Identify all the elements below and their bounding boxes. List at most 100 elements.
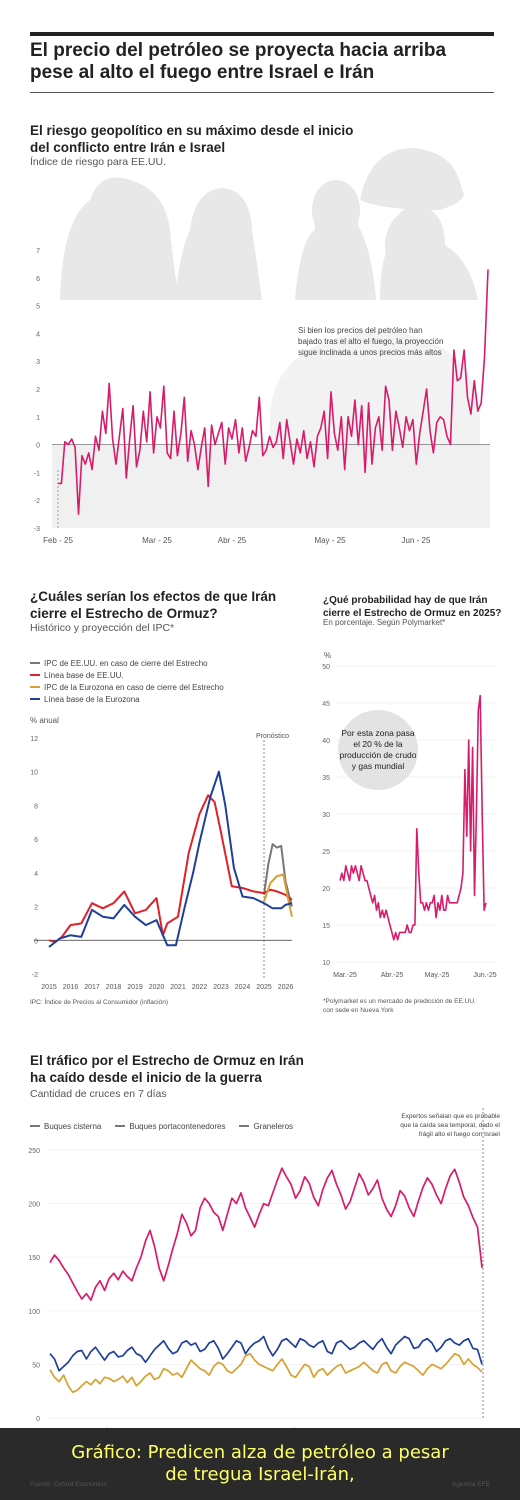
ipc-legend-label-2: Línea base de EE.UU. xyxy=(44,670,124,680)
riesgo-xtick-0: Feb - 25 xyxy=(43,536,73,545)
polymarket-ytick-3: 35 xyxy=(322,775,330,782)
ipc-xtick-11: 2026 xyxy=(278,984,294,991)
main-title-line-1: El precio del petróleo se proyecta hacia… xyxy=(30,40,447,61)
ipc-xtick-4: 2019 xyxy=(127,984,143,991)
ipc-legend-item-3: IPC de la Eurozona en caso de cierre del… xyxy=(30,681,224,693)
trafico-legend-swatch-2 xyxy=(115,1125,126,1127)
leaders-portrait-illustration xyxy=(60,148,480,450)
trafico-ytick-2: 150 xyxy=(28,1255,40,1262)
ipc-ytick-5: 2 xyxy=(34,905,38,912)
ipc-series-3-line xyxy=(48,770,293,948)
riesgo-series-line xyxy=(58,269,489,515)
trafico-note: Expertos señalan que es probable que la … xyxy=(360,1112,500,1139)
polymarket-footnote-line-1: *Polymarket es un mercado de predicción … xyxy=(323,998,476,1005)
polymarket-ytick-6: 20 xyxy=(322,886,330,893)
trafico-note-line-3: frágil alto el fuego con Israel xyxy=(418,1131,500,1138)
ipc-ytick-2: 8 xyxy=(34,803,38,810)
polymarket-ytick-4: 30 xyxy=(322,812,330,819)
ipc-ylabel: % anual xyxy=(30,716,59,725)
ipc-series-2-line xyxy=(263,873,293,917)
ipc-ytick-4: 4 xyxy=(34,871,38,878)
ipc-footnote: IPC: Índice de Precios al Consumidor (in… xyxy=(30,999,169,1006)
polymarket-bubble: Por esta zona pasa el 20 % de la producc… xyxy=(338,710,418,790)
polymarket-ytick-1: 45 xyxy=(322,701,330,708)
riesgo-ytick-0: 7 xyxy=(36,248,40,255)
riesgo-xtick-1: Mar - 25 xyxy=(142,536,172,545)
riesgo-title: El riesgo geopolítico en su máximo desde… xyxy=(30,122,490,156)
trafico-note-line-2: que la caída sea temporal, dado el xyxy=(400,1122,500,1129)
riesgo-xtick-3: May - 25 xyxy=(314,536,346,545)
polymarket-xtick-1: Abr.-25 xyxy=(381,972,404,979)
trafico-ytick-4: 50 xyxy=(32,1362,40,1369)
riesgo-ytick-9: -2 xyxy=(34,498,40,505)
riesgo-ytick-2: 5 xyxy=(36,304,40,311)
ipc-xtick-8: 2023 xyxy=(213,984,229,991)
ipc-series-1-line xyxy=(48,794,293,943)
trafico-series-0-line xyxy=(49,1167,483,1301)
polymarket-title-line-2: cierre el Estrecho de Ormuz en 2025? xyxy=(323,608,502,619)
polymarket-footnote-line-2: con sede en Nueva York xyxy=(323,1007,394,1014)
riesgo-ytick-1: 6 xyxy=(36,276,40,283)
polymarket-xtick-3: Jun.-25 xyxy=(473,972,496,979)
trafico-ytick-3: 100 xyxy=(28,1309,40,1316)
agency-label: Agencia EFE xyxy=(452,1481,490,1488)
riesgo-annotation-line-2: bajado tras el alto el fuego, la proyecc… xyxy=(298,337,444,346)
trafico-series-2-line xyxy=(49,1352,483,1394)
trafico-legend: Buques cisterna Buques portacontenedores… xyxy=(30,1120,293,1132)
polymarket-xtick-0: Mar.-25 xyxy=(333,972,357,979)
trafico-ytick-5: 0 xyxy=(36,1416,40,1423)
trafico-legend-item-1: Buques cisterna xyxy=(30,1120,101,1132)
polymarket-ylabel: % xyxy=(324,651,332,660)
source-label: Fuente: Oxford Economics xyxy=(30,1481,107,1488)
riesgo-subtitle: Índice de riesgo para EE.UU. xyxy=(30,156,166,168)
polymarket-ytick-2: 40 xyxy=(322,738,330,745)
ipc-xtick-2: 2017 xyxy=(84,984,100,991)
riesgo-xtick-4: Jun - 25 xyxy=(402,536,431,545)
riesgo-ytick-10: -3 xyxy=(34,526,40,533)
ipc-xtick-5: 2020 xyxy=(149,984,165,991)
ipc-legend-item-4: Línea base de la Eurozona xyxy=(30,693,224,705)
ipc-ytick-6: 0 xyxy=(34,938,38,945)
trafico-legend-item-3: Graneleros xyxy=(239,1120,293,1132)
caption-line-2: de tregua Israel-Irán, xyxy=(165,1464,355,1485)
trafico-title-line-1: El tráfico por el Estrecho de Ormuz en I… xyxy=(30,1053,304,1068)
riesgo-ytick-5: 2 xyxy=(36,387,40,394)
ipc-legend-swatch-1 xyxy=(30,662,40,664)
trafico-chart: 250200150100500Ene.-25Feb.-25Mar.-25Abr.… xyxy=(28,1108,495,1435)
ipc-xtick-10: 2025 xyxy=(256,984,272,991)
polymarket-ytick-8: 10 xyxy=(322,960,330,967)
trafico-legend-swatch-1 xyxy=(30,1125,40,1127)
trafico-note-line-1: Expertos señalan que es probable xyxy=(401,1113,500,1120)
ipc-legend-item-1: IPC de EE.UU. en caso de cierre del Estr… xyxy=(30,657,224,669)
main-title: El precio del petróleo se proyecta hacia… xyxy=(30,40,500,84)
ipc-title: ¿Cuáles serían los efectos de que Irán c… xyxy=(30,588,290,622)
trafico-ytick-1: 200 xyxy=(28,1202,40,1209)
caption-bar: Gráfico: Predicen alza de petróleo a pes… xyxy=(0,1428,520,1500)
trafico-subtitle: Cantidad de cruces en 7 días xyxy=(30,1088,167,1100)
riesgo-ytick-4: 3 xyxy=(36,359,40,366)
trafico-legend-label-2: Buques portacontenedores xyxy=(129,1121,226,1131)
polymarket-ytick-5: 25 xyxy=(322,849,330,856)
riesgo-ytick-8: -1 xyxy=(34,470,40,477)
title-separator xyxy=(30,92,494,93)
polymarket-xtick-2: May.-25 xyxy=(425,972,450,979)
riesgo-ytick-6: 1 xyxy=(36,415,40,422)
ipc-xtick-7: 2022 xyxy=(192,984,208,991)
trafico-series-1-line xyxy=(49,1335,483,1372)
ipc-subtitle: Histórico y proyección del IPC* xyxy=(30,622,175,634)
riesgo-title-line-2: del conflicto entre Irán e Israel xyxy=(30,140,226,155)
polymarket-title: ¿Qué probabilidad hay de que Irán cierre… xyxy=(323,594,513,620)
ipc-legend: IPC de EE.UU. en caso de cierre del Estr… xyxy=(30,657,224,705)
ipc-xtick-6: 2021 xyxy=(170,984,186,991)
trafico-title-line-2: ha caído desde el inicio de la guerra xyxy=(30,1070,262,1085)
ipc-ytick-1: 10 xyxy=(30,770,38,777)
polymarket-bubble-text: Por esta zona pasa el 20 % de la producc… xyxy=(339,728,417,771)
ipc-projection-label: Pronóstico xyxy=(256,733,290,740)
ipc-ytick-0: 12 xyxy=(30,736,38,743)
trafico-legend-label-1: Buques cisterna xyxy=(44,1121,102,1131)
polymarket-ytick-0: 50 xyxy=(322,664,330,671)
riesgo-annotation: Si bien los precios del petróleo han baj… xyxy=(298,325,478,358)
